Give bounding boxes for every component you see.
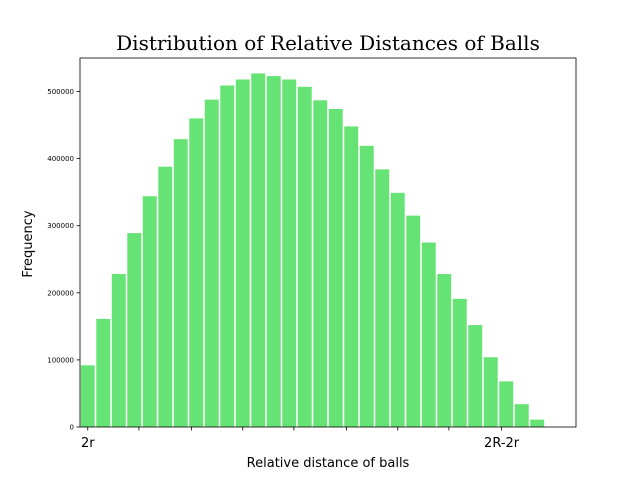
- y-axis: 0 100000 200000 300000 400000 500000: [47, 88, 80, 432]
- bar-3: [127, 233, 142, 427]
- y-tick-label-0: 0: [70, 424, 74, 432]
- bars-group: [80, 73, 545, 428]
- bar-23: [437, 274, 452, 427]
- bar-18: [359, 145, 374, 427]
- bar-13: [282, 79, 297, 427]
- bar-11: [251, 73, 266, 428]
- bar-22: [421, 242, 436, 427]
- x-tick-label-0: 2r: [81, 436, 95, 451]
- chart-title: Distribution of Relative Distances of Ba…: [116, 31, 540, 55]
- bar-0: [80, 365, 95, 427]
- bar-9: [220, 85, 235, 427]
- bar-24: [452, 298, 467, 427]
- y-tick-label-1: 100000: [47, 356, 74, 364]
- y-tick-label-5: 500000: [47, 88, 74, 96]
- bar-16: [328, 108, 343, 428]
- bar-28: [514, 404, 529, 427]
- x-tick-label-8: 2R-2r: [484, 436, 520, 451]
- bar-21: [406, 215, 421, 427]
- y-tick-label-3: 300000: [47, 222, 74, 230]
- bar-12: [266, 76, 281, 428]
- y-tick-label-4: 400000: [47, 155, 74, 163]
- bar-7: [189, 118, 204, 427]
- bar-19: [375, 169, 390, 427]
- bar-25: [468, 325, 483, 427]
- bar-27: [499, 381, 514, 427]
- x-axis: 2r 2R-2r: [81, 427, 520, 451]
- bar-2: [111, 274, 126, 427]
- bar-20: [390, 192, 405, 427]
- bar-5: [158, 166, 173, 427]
- plot-frame: [79, 57, 577, 428]
- bar-17: [344, 126, 359, 428]
- bar-29: [530, 419, 545, 427]
- bar-8: [204, 99, 219, 427]
- bar-15: [313, 100, 328, 428]
- bar-26: [483, 357, 498, 427]
- y-axis-label: Frequency: [21, 210, 36, 277]
- bar-4: [142, 196, 157, 427]
- y-tick-label-2: 200000: [47, 289, 74, 297]
- x-axis-label: Relative distance of balls: [247, 456, 410, 471]
- bar-6: [173, 139, 188, 427]
- bar-10: [235, 79, 250, 427]
- bar-1: [96, 318, 111, 427]
- bar-14: [297, 86, 312, 427]
